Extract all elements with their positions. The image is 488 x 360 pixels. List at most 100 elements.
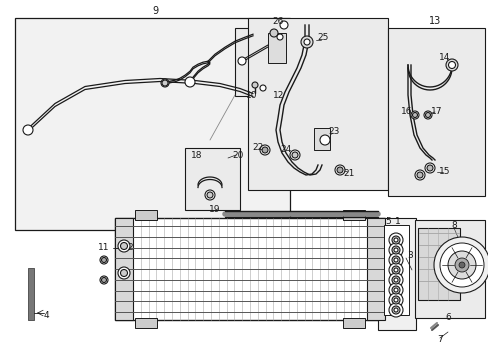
Circle shape [276,34,283,40]
Text: 22: 22 [252,144,263,153]
Circle shape [118,267,130,279]
Text: 6: 6 [444,314,450,323]
Text: 8: 8 [450,220,456,230]
Bar [313,128,329,150]
Circle shape [102,278,106,283]
Circle shape [120,270,127,276]
Bar [28,268,34,320]
Circle shape [410,111,418,119]
Circle shape [388,233,402,247]
Circle shape [391,266,399,274]
Circle shape [425,112,429,117]
Circle shape [238,57,245,65]
Circle shape [391,256,399,264]
Circle shape [334,165,345,175]
Circle shape [120,243,127,249]
Circle shape [184,77,195,87]
Circle shape [388,293,402,307]
Circle shape [391,276,399,284]
Bar [383,225,408,315]
Text: 9: 9 [152,6,158,16]
Circle shape [301,36,312,48]
Bar [342,210,364,220]
Text: 1: 1 [394,217,400,226]
Bar [417,228,459,300]
Circle shape [439,243,483,287]
Text: 18: 18 [191,150,203,159]
Text: 26: 26 [272,18,283,27]
Text: 15: 15 [438,167,450,176]
Text: 4: 4 [43,310,49,320]
Circle shape [391,236,399,244]
Circle shape [393,308,397,312]
Circle shape [388,263,402,277]
Bar [267,33,285,63]
Circle shape [393,288,397,292]
Bar [366,218,384,320]
Circle shape [447,62,454,68]
Circle shape [319,135,329,145]
Circle shape [424,163,434,173]
Circle shape [206,192,213,198]
Circle shape [280,21,287,29]
Circle shape [23,125,33,135]
Circle shape [388,243,402,257]
Circle shape [269,29,278,37]
Circle shape [251,82,258,88]
Circle shape [426,165,432,171]
Bar [15,18,289,230]
Bar [235,28,289,96]
Circle shape [393,298,397,302]
Circle shape [289,150,299,160]
Text: 13: 13 [428,16,440,26]
Text: 21: 21 [343,168,354,177]
Circle shape [388,303,402,317]
Bar [342,318,364,328]
Bar [135,210,157,220]
Bar [115,218,384,320]
Circle shape [393,258,397,262]
Circle shape [388,273,402,287]
Text: 25: 25 [317,33,328,42]
Circle shape [388,283,402,297]
Circle shape [102,257,106,262]
Circle shape [412,112,417,117]
Circle shape [260,85,265,91]
Text: 12: 12 [273,91,284,100]
Circle shape [414,170,424,180]
Circle shape [100,276,108,284]
Text: 24: 24 [280,145,291,154]
Circle shape [447,251,475,279]
Circle shape [391,306,399,314]
Text: 17: 17 [430,108,442,117]
Text: 20: 20 [232,150,243,159]
Circle shape [458,262,464,268]
Text: 16: 16 [401,108,412,117]
Circle shape [304,39,309,45]
Circle shape [416,172,422,178]
Circle shape [100,256,108,264]
Text: 11: 11 [98,243,109,252]
Circle shape [423,111,431,119]
Circle shape [445,59,457,71]
Circle shape [454,258,468,272]
Circle shape [388,253,402,267]
Bar [184,148,240,210]
Text: 7: 7 [436,336,442,345]
Text: 3: 3 [407,251,412,260]
Text: 10: 10 [246,91,257,100]
Circle shape [433,237,488,293]
Circle shape [262,147,267,153]
Circle shape [162,80,168,86]
Text: 23: 23 [327,127,339,136]
Circle shape [391,246,399,254]
Circle shape [393,238,397,242]
Circle shape [391,296,399,304]
Circle shape [393,268,397,272]
Circle shape [391,286,399,294]
Bar [414,220,484,318]
Circle shape [204,190,215,200]
Circle shape [336,167,342,173]
Text: 14: 14 [438,54,450,63]
Circle shape [393,278,397,282]
